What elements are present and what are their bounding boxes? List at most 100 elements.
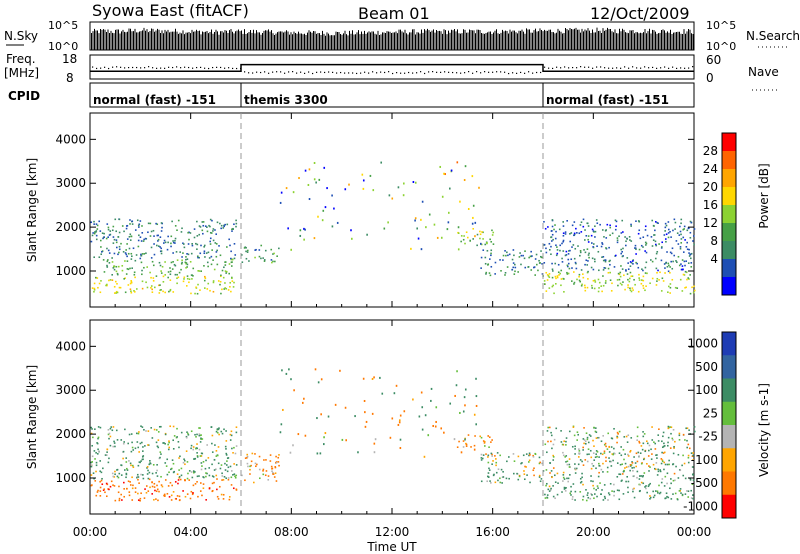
power-cell: [303, 227, 305, 230]
power-cell: [482, 231, 484, 234]
velocity-cell: [495, 458, 497, 460]
velocity-cell: [596, 495, 598, 498]
velocity-cell: [196, 443, 198, 445]
power-cell: [228, 272, 230, 275]
power-cell: [524, 250, 526, 252]
velocity-cell: [595, 489, 598, 491]
power-cell: [502, 254, 505, 257]
power-cell: [625, 244, 627, 247]
power-colorbar-tick: 16: [703, 198, 718, 212]
power-cell: [574, 261, 577, 264]
velocity-cell: [501, 482, 503, 484]
velocity-cell: [183, 459, 186, 462]
power-cell: [679, 225, 681, 228]
velocity-colorbar-tick: -500: [691, 476, 718, 490]
velocity-cell: [112, 475, 115, 478]
power-cell: [209, 237, 212, 240]
power-cell: [644, 272, 647, 274]
power-cell: [594, 236, 596, 238]
velocity-cell: [661, 459, 664, 461]
power-cell: [226, 246, 228, 248]
power-cell: [465, 231, 468, 234]
velocity-cell: [125, 476, 127, 479]
power-cell: [656, 221, 659, 224]
velocity-cell: [111, 429, 114, 432]
velocity-cell: [568, 430, 571, 433]
power-cell: [108, 262, 111, 264]
velocity-cell: [659, 491, 662, 494]
velocity-cell: [163, 494, 166, 497]
power-cell: [620, 232, 623, 234]
power-cell: [676, 287, 679, 289]
power-cell: [132, 247, 135, 250]
power-cell: [506, 251, 508, 254]
power-cell: [638, 248, 641, 251]
power-cell: [616, 239, 619, 242]
velocity-cell: [213, 469, 216, 471]
velocity-cell: [636, 439, 638, 441]
power-cell: [348, 183, 350, 186]
velocity-cell: [546, 430, 549, 432]
velocity-cell: [177, 482, 179, 485]
velocity-cell: [125, 457, 128, 459]
power-cell: [230, 261, 233, 264]
power-cell: [594, 225, 596, 228]
power-cell: [602, 259, 605, 262]
velocity-cell: [582, 483, 584, 486]
velocity-cell: [491, 453, 493, 456]
nave-dot: [572, 66, 574, 69]
velocity-cell: [136, 476, 138, 479]
velocity-cell: [502, 476, 505, 478]
velocity-panel-frame: [89, 319, 695, 515]
power-cell: [680, 218, 683, 221]
velocity-cell: [667, 441, 669, 444]
power-cell: [471, 175, 474, 178]
x-tick-label: 12:00: [375, 525, 410, 539]
power-cell: [417, 237, 420, 240]
power-cell: [176, 259, 179, 261]
power-cell: [587, 254, 590, 256]
power-cell: [558, 274, 560, 276]
power-cell: [107, 249, 110, 252]
power-cell: [119, 286, 122, 289]
velocity-cell: [546, 496, 548, 499]
velocity-cell: [191, 493, 194, 496]
power-cell: [504, 274, 506, 276]
velocity-cell: [661, 440, 663, 443]
power-cell: [197, 256, 199, 259]
power-cell: [172, 241, 175, 244]
power-cell: [573, 283, 575, 285]
velocity-cell: [494, 455, 496, 457]
power-cell: [665, 224, 668, 227]
power-cell: [462, 238, 465, 241]
power-cell: [578, 232, 581, 235]
power-cell: [115, 241, 118, 244]
power-cell: [562, 240, 565, 243]
power-cell: [582, 218, 585, 221]
power-cell: [313, 161, 316, 164]
power-cell: [621, 219, 624, 222]
velocity-cell: [125, 467, 128, 470]
power-cell: [662, 280, 665, 282]
velocity-cell: [692, 454, 694, 457]
power-cell: [233, 257, 236, 260]
velocity-cell: [314, 368, 317, 371]
velocity-cell: [443, 431, 445, 434]
velocity-cell: [108, 432, 111, 435]
velocity-cell: [483, 441, 486, 443]
velocity-cell: [139, 499, 141, 502]
velocity-cell: [499, 477, 501, 480]
power-cell: [638, 229, 641, 232]
velocity-cell: [142, 474, 144, 476]
power-cell: [120, 242, 122, 245]
velocity-cell: [512, 472, 515, 475]
power-cell: [692, 240, 694, 242]
velocity-cell: [193, 458, 195, 460]
velocity-cell: [595, 467, 597, 470]
power-cell: [680, 233, 682, 236]
velocity-cell: [178, 476, 181, 478]
velocity-cell: [156, 445, 159, 448]
power-cell: [171, 268, 174, 270]
nave-dot: [248, 72, 250, 74]
power-cell: [153, 235, 155, 237]
